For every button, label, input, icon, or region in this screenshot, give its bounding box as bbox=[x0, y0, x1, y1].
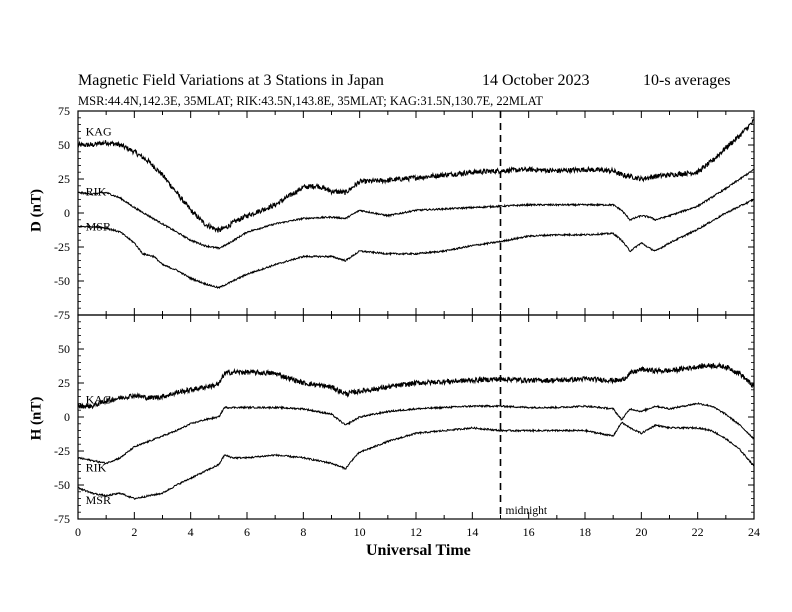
bottom-ytick-label: -25 bbox=[54, 444, 70, 458]
bottom-panel-frame bbox=[77, 314, 755, 520]
bottom-series-rik bbox=[77, 402, 755, 465]
bottom-ytick-label: 50 bbox=[58, 342, 70, 356]
top-station-label-msr: MSR bbox=[86, 220, 111, 234]
bottom-series-kag bbox=[77, 362, 755, 410]
top-series-msr bbox=[77, 198, 755, 290]
xtick-label: 14 bbox=[466, 525, 478, 539]
xtick-label: 4 bbox=[188, 525, 194, 539]
chart-averaging: 10-s averages bbox=[643, 72, 731, 89]
top-ytick-label: 0 bbox=[64, 206, 70, 220]
bottom-series-msr bbox=[77, 421, 755, 500]
chart-plot-group: -75 -50 -25 0 25 50 75 KAG RIK MSR -75 -50 -25 0 25 50 0… bbox=[54, 104, 760, 539]
top-ytick-label: 25 bbox=[58, 172, 70, 186]
top-station-label-rik: RIK bbox=[86, 184, 107, 198]
xtick-label: 0 bbox=[75, 525, 81, 539]
bottom-station-label-msr: MSR bbox=[86, 493, 111, 507]
y-axis-label-h: H (nT) bbox=[28, 396, 45, 441]
xtick-label: 8 bbox=[300, 525, 306, 539]
top-ytick-label: 75 bbox=[58, 104, 70, 118]
xtick-label: 12 bbox=[410, 525, 422, 539]
xtick-label: 18 bbox=[579, 525, 591, 539]
bottom-ytick-label: 0 bbox=[64, 410, 70, 424]
y-axis-label-d: D (nT) bbox=[28, 189, 45, 232]
chart-title: Magnetic Field Variations at 3 Stations … bbox=[78, 72, 384, 89]
chart-title-row: Magnetic Field Variations at 3 Stations … bbox=[78, 72, 758, 92]
top-ytick-label: -25 bbox=[54, 240, 70, 254]
bottom-ytick-label: -75 bbox=[54, 512, 70, 526]
bottom-ytick-label: 25 bbox=[58, 376, 70, 390]
stations-subtitle: MSR:44.4N,142.3E, 35MLAT; RIK:43.5N,143.… bbox=[78, 94, 543, 108]
top-station-label-kag: KAG bbox=[86, 124, 112, 138]
top-ytick-label: 50 bbox=[58, 138, 70, 152]
xtick-label: 6 bbox=[244, 525, 250, 539]
bottom-ytick-label: -50 bbox=[54, 478, 70, 492]
xtick-label: 24 bbox=[748, 525, 760, 539]
top-ytick-label: -50 bbox=[54, 274, 70, 288]
xtick-label: 2 bbox=[131, 525, 137, 539]
x-axis-label: Universal Time bbox=[366, 542, 471, 559]
xtick-label: 10 bbox=[354, 525, 366, 539]
top-series-rik bbox=[77, 168, 755, 250]
chart-date: 14 October 2023 bbox=[482, 72, 590, 89]
xtick-label: 20 bbox=[635, 525, 647, 539]
bottom-station-label-kag: KAG bbox=[86, 392, 112, 406]
top-ytick-label: -75 bbox=[54, 308, 70, 322]
xtick-label: 22 bbox=[692, 525, 704, 539]
bottom-station-label-rik: RIK bbox=[86, 460, 107, 474]
top-series-kag bbox=[77, 118, 755, 233]
xtick-label: 16 bbox=[523, 525, 535, 539]
top-panel-frame bbox=[77, 110, 755, 316]
midnight-label: midnight bbox=[506, 505, 548, 517]
